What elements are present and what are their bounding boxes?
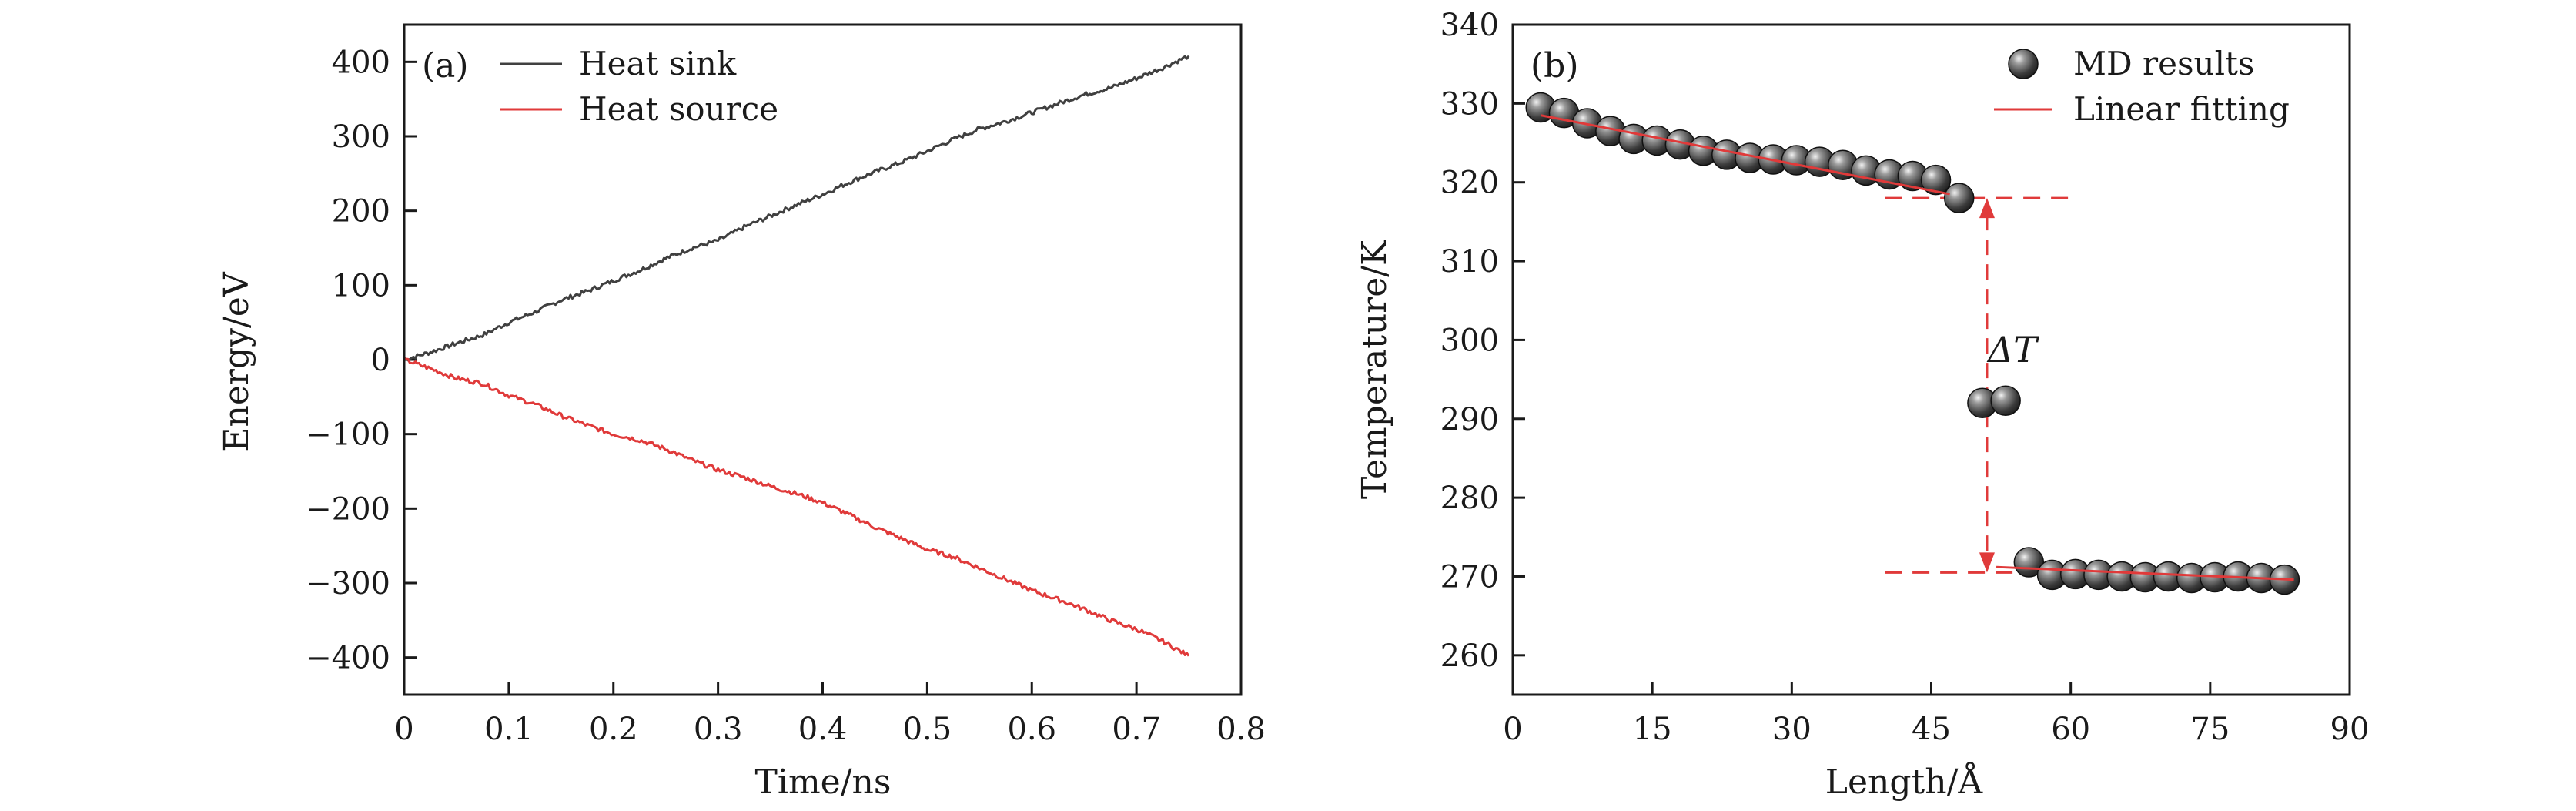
delta-t-arrow-head-down (1979, 552, 1995, 573)
panel-b-x-tick-label: 45 (1912, 712, 1951, 747)
panel-a-x-tick-label: 0.8 (1216, 712, 1266, 747)
md-result-point (1920, 164, 1952, 196)
legend-heat-source-label: Heat source (579, 90, 778, 128)
panel-b-legend: MD results Linear fitting (1994, 45, 2290, 128)
panel-b-x-tick-label: 90 (2330, 712, 2370, 747)
panel-b-y-tick-label: 340 (1440, 8, 1499, 43)
panel-b-frame (1511, 23, 2351, 696)
legend-md-results-label: MD results (2073, 45, 2254, 82)
panel-a-y-tick-label: 200 (332, 194, 390, 230)
panel-b-x-tick-label: 60 (2051, 712, 2090, 747)
delta-t-annotation: ΔT (1986, 329, 2039, 370)
panel-a-ticks: 0 0.1 0.2 0.3 0.4 0.5 0.6 0.7 0.8 −400 −300 −200 −10… (306, 45, 1266, 747)
panel-a-x-tick-label: 0.1 (484, 712, 534, 747)
panel-b-y-tick-label: 320 (1440, 166, 1499, 201)
md-result-point (1990, 385, 2021, 416)
panel-b-x-tick-label: 30 (1772, 712, 1812, 747)
panel-a-y-tick-label: 300 (332, 119, 390, 155)
panel-a-legend: Heat sink Heat source (500, 45, 778, 128)
panel-b-x-axis-title: Length/Å (1825, 761, 1984, 802)
panel-a-label: (a) (422, 46, 469, 85)
panel-a-x-tick-label: 0.4 (798, 712, 848, 747)
panel-a-chart: 0 0.1 0.2 0.3 0.4 0.5 0.6 0.7 0.8 −400 −300 −200 −10… (217, 23, 1266, 802)
panel-b-y-tick-label: 280 (1440, 481, 1499, 516)
heat-source-series-line (403, 357, 1190, 657)
legend-md-results-marker (2008, 49, 2039, 79)
panel-a-series (403, 55, 1190, 657)
panel-b-x-tick-label: 0 (1503, 712, 1522, 747)
heat-sink-series-line (403, 55, 1190, 362)
legend-heat-sink-label: Heat sink (579, 45, 737, 82)
panel-b-ticks: 0 15 30 45 60 75 90 260 270 280 290 300 310 320 330 340 (1440, 8, 2370, 747)
panel-a-y-tick-label: −200 (306, 491, 390, 527)
panel-a-y-tick-label: 0 (371, 343, 390, 378)
panel-b-y-axis-title: Temperature/K (1355, 240, 1394, 499)
panel-b-y-tick-label: 270 (1440, 559, 1499, 595)
panel-a-y-tick-label: 100 (332, 268, 390, 303)
panel-b-chart: 0 15 30 45 60 75 90 260 270 280 290 300 310 320 330 340… (1355, 8, 2369, 802)
panel-b-md-points (1525, 92, 2300, 595)
panel-b-linear-fit (1540, 114, 2294, 581)
panel-a-x-axis-title: Time/ns (755, 762, 892, 802)
panel-b-y-tick-label: 310 (1440, 244, 1499, 280)
panel-b-y-tick-label: 290 (1440, 402, 1499, 437)
linear-fit-segment (1996, 565, 2294, 581)
panel-b-y-tick-label: 300 (1440, 323, 1499, 358)
linear-fit-segment (1540, 114, 1950, 196)
panel-a-x-tick-label: 0 (394, 712, 413, 747)
panel-a-x-tick-label: 0.6 (1007, 712, 1056, 747)
panel-a-y-tick-label: −100 (306, 417, 390, 453)
panel-a-y-tick-label: −300 (306, 566, 390, 602)
panel-b-y-tick-label: 330 (1440, 86, 1499, 122)
panel-b-label: (b) (1531, 46, 1579, 85)
legend-linear-fitting-label: Linear fitting (2073, 90, 2290, 128)
panel-b-x-tick-label: 75 (2190, 712, 2230, 747)
panel-b-delta-guides (1885, 196, 2071, 574)
panel-a-y-axis-title: Energy/eV (217, 271, 256, 451)
panel-b-x-tick-label: 15 (1633, 712, 1672, 747)
panel-a-x-tick-label: 0.2 (589, 712, 638, 747)
panel-b-y-tick-label: 260 (1440, 638, 1499, 674)
md-result-point (1943, 183, 1975, 213)
panel-a-y-tick-label: 400 (332, 45, 390, 80)
panel-a-frame (403, 23, 1243, 696)
delta-t-arrow-head-up (1979, 198, 1995, 219)
panel-a-x-tick-label: 0.7 (1112, 712, 1161, 747)
panel-a-y-tick-label: −400 (306, 641, 390, 676)
panel-a-x-tick-label: 0.5 (903, 712, 952, 747)
panel-a-x-tick-label: 0.3 (694, 712, 743, 747)
